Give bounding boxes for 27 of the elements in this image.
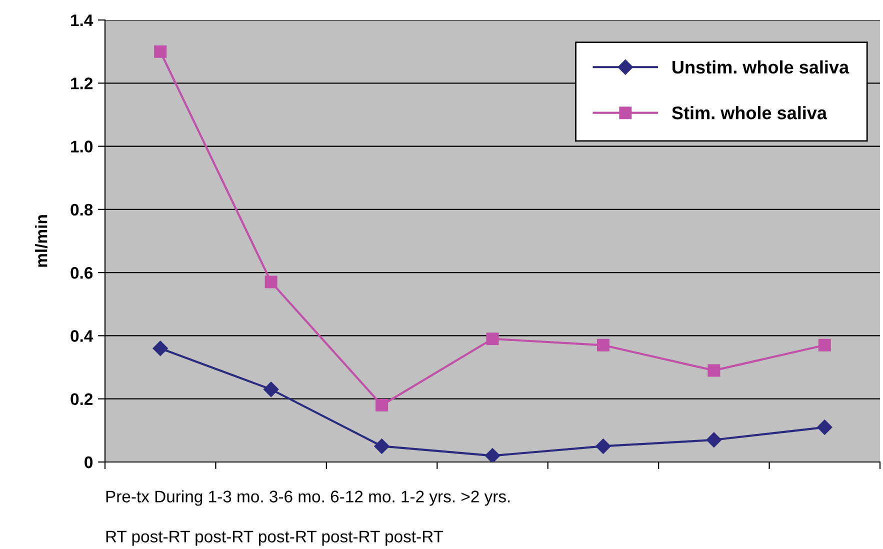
- point: [154, 45, 167, 58]
- y-tick-label: 1.4: [71, 14, 94, 26]
- y-tick-label: 1.2: [71, 78, 93, 90]
- point: [486, 332, 499, 346]
- point: [374, 438, 390, 454]
- y-tick-label: 0.2: [70, 393, 93, 406]
- legend-label: Unstim. whole saliva: [672, 60, 850, 74]
- point: [706, 432, 722, 448]
- point: [818, 338, 831, 352]
- point: [264, 382, 279, 397]
- point: [376, 398, 388, 412]
- legend-label: Stim. whole saliva: [672, 106, 828, 120]
- point: [596, 438, 611, 454]
- y-tick-label: 1.0: [71, 140, 93, 152]
- point: [264, 276, 278, 288]
- point: [708, 364, 720, 377]
- point: [596, 338, 610, 352]
- text: Pre-tx During 1-3 mo. 3-6 mo. 6-12 mo. 1-2 yrs. >2 yrs.: [106, 490, 510, 506]
- y-tick-label: 0: [84, 456, 93, 468]
- y-tick-label: 0.6: [70, 266, 93, 279]
- y-tick-label: 0.8: [70, 204, 93, 216]
- point: [152, 340, 168, 356]
- point: [484, 448, 500, 462]
- text: RT post-RT post-RT post-RT post-RT post-RT: [106, 530, 444, 546]
- point: [817, 420, 832, 435]
- y-tick-label: 0.4: [70, 330, 94, 342]
- y-axis-title: ml/min: [35, 215, 48, 267]
